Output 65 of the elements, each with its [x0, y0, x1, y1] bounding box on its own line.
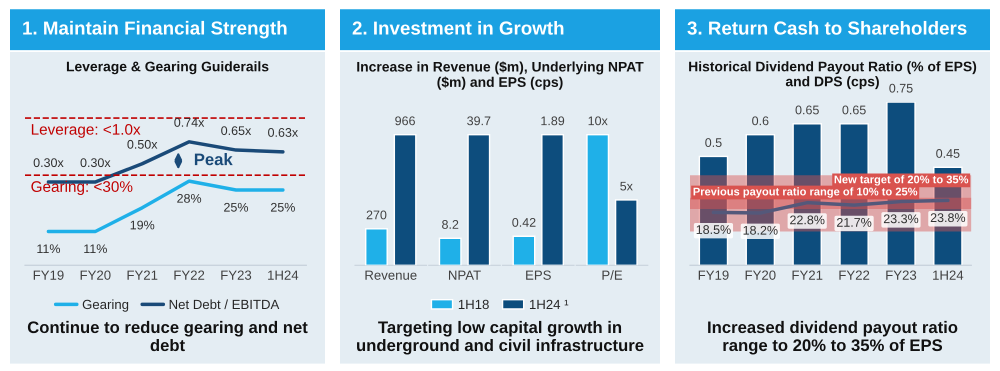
x-tick-label: FY21: [128, 270, 158, 280]
x-tick-label: FY19: [34, 270, 64, 280]
data-label: 28%: [177, 194, 202, 203]
data-label: 23.8%: [930, 213, 966, 222]
chart-title: 1. Maintain Financial Strength: [23, 20, 286, 38]
data-label: 0.45: [936, 149, 960, 158]
legend-label: 1H18: [458, 300, 489, 310]
data-label: 18.2%: [744, 226, 778, 235]
data-label: 0.6: [752, 116, 768, 126]
x-tick-label: FY22: [174, 270, 204, 280]
annotation: Peak: [194, 153, 233, 166]
data-label: 18.5%: [696, 225, 731, 234]
data-label: 0.63x: [268, 128, 298, 137]
data-label: 0.74x: [174, 118, 204, 127]
x-tick-label: FY20: [80, 270, 111, 280]
data-label: 10x: [588, 116, 608, 126]
legend-label: Net Debt / EBITDA: [170, 299, 280, 310]
data-label: 25%: [224, 202, 248, 212]
x-tick-label: FY20: [746, 270, 776, 280]
data-label: 8.2: [442, 220, 458, 229]
data-label: 0.30x: [34, 158, 64, 168]
data-label: 5x: [620, 182, 633, 191]
ref-line-label: Gearing: <30%: [31, 180, 132, 195]
text: Increase in Revenue ($m), Underlying NPAT ($m) and EPS (cps): [357, 61, 644, 90]
x-tick-label: FY23: [886, 270, 916, 280]
chart-subtitle: Leverage & Gearing Guiderails: [66, 61, 268, 74]
data-label: 0.5: [705, 138, 722, 148]
band-label: New target of 20% to 35%: [834, 175, 968, 186]
text: Increased dividend payout ratio range to 20% to 35% of EPS: [708, 320, 958, 354]
text: Targeting low capital growth in underground and civil infrastructure: [357, 320, 644, 355]
data-label: 1.89: [541, 116, 564, 126]
data-label: 0.65x: [221, 126, 252, 136]
band-label: Previous payout ratio range of 10% to 25%: [694, 187, 918, 198]
x-tick-label: FY22: [839, 270, 870, 280]
data-label: 11%: [84, 244, 107, 254]
legend-label: 1H24 ¹: [530, 300, 568, 309]
data-label: 0.75: [889, 84, 913, 93]
data-label: 23.3%: [884, 214, 918, 224]
x-tick-label: EPS: [526, 270, 551, 280]
data-label: 0.30x: [80, 158, 110, 168]
legend-label: Gearing: [82, 299, 128, 312]
data-label: 0.42: [512, 218, 536, 227]
data-label: 39.7: [467, 116, 490, 126]
data-label: 22.8%: [790, 216, 824, 224]
x-tick-label: FY23: [221, 270, 252, 280]
data-label: 0.50x: [127, 140, 158, 149]
text: Continue to reduce gearing and net debt: [28, 320, 308, 352]
data-label: 19%: [130, 220, 154, 230]
data-label: 21.7%: [837, 218, 872, 227]
data-label: 270: [366, 210, 386, 220]
data-label: 11%: [37, 244, 60, 254]
data-label: 966: [395, 116, 415, 126]
x-tick-label: Revenue: [365, 270, 417, 280]
chart-title: 2. Investment in Growth: [352, 20, 564, 35]
chart-title: 3. Return Cash to Shareholders: [687, 20, 966, 35]
ref-line-label: Leverage: <1.0x: [32, 124, 140, 138]
x-tick-label: NPAT: [448, 270, 481, 280]
x-tick-label: 1H24: [268, 270, 298, 280]
data-label: 0.65: [796, 106, 819, 114]
x-tick-label: 1H24: [933, 270, 964, 280]
data-label: 25%: [270, 202, 295, 212]
x-tick-label: P/E: [602, 270, 622, 280]
x-tick-label: FY21: [792, 270, 822, 280]
data-label: 0.65: [842, 106, 866, 114]
x-tick-label: FY19: [698, 270, 729, 280]
